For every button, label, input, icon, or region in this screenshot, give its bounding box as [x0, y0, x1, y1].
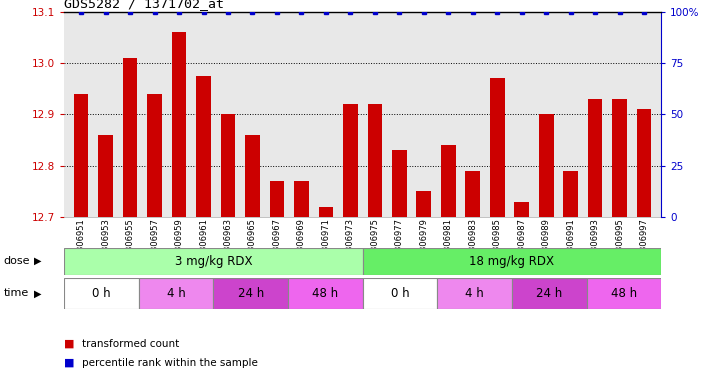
- Text: 24 h: 24 h: [237, 287, 264, 300]
- Bar: [245, 135, 260, 217]
- Bar: [363, 278, 437, 309]
- Bar: [539, 114, 554, 217]
- Bar: [171, 32, 186, 217]
- Text: 3 mg/kg RDX: 3 mg/kg RDX: [174, 255, 252, 268]
- Bar: [220, 114, 235, 217]
- Text: percentile rank within the sample: percentile rank within the sample: [82, 358, 257, 368]
- Bar: [64, 248, 363, 275]
- Bar: [98, 135, 113, 217]
- Text: dose: dose: [4, 256, 30, 266]
- Bar: [514, 202, 529, 217]
- Bar: [64, 278, 139, 309]
- Bar: [139, 278, 213, 309]
- Bar: [466, 171, 480, 217]
- Text: 0 h: 0 h: [390, 287, 410, 300]
- Bar: [441, 145, 456, 217]
- Bar: [437, 278, 512, 309]
- Text: ▶: ▶: [34, 256, 42, 266]
- Text: 4 h: 4 h: [166, 287, 186, 300]
- Bar: [490, 78, 505, 217]
- Bar: [588, 99, 602, 217]
- Bar: [123, 58, 137, 217]
- Text: 18 mg/kg RDX: 18 mg/kg RDX: [469, 255, 555, 268]
- Bar: [147, 94, 162, 217]
- Text: transformed count: transformed count: [82, 339, 179, 349]
- Bar: [294, 181, 309, 217]
- Text: ■: ■: [64, 339, 75, 349]
- Text: 0 h: 0 h: [92, 287, 111, 300]
- Text: ▶: ▶: [34, 288, 42, 298]
- Bar: [269, 181, 284, 217]
- Text: 24 h: 24 h: [536, 287, 562, 300]
- Text: 48 h: 48 h: [611, 287, 637, 300]
- Bar: [637, 109, 651, 217]
- Text: time: time: [4, 288, 29, 298]
- Bar: [213, 278, 288, 309]
- Bar: [392, 150, 407, 217]
- Bar: [587, 278, 661, 309]
- Text: 48 h: 48 h: [312, 287, 338, 300]
- Bar: [512, 278, 587, 309]
- Text: 4 h: 4 h: [465, 287, 484, 300]
- Bar: [288, 278, 363, 309]
- Bar: [343, 104, 358, 217]
- Bar: [563, 171, 578, 217]
- Bar: [196, 76, 211, 217]
- Bar: [363, 248, 661, 275]
- Bar: [612, 99, 627, 217]
- Text: ■: ■: [64, 358, 75, 368]
- Bar: [417, 191, 431, 217]
- Bar: [319, 207, 333, 217]
- Bar: [74, 94, 88, 217]
- Text: GDS5282 / 1371702_at: GDS5282 / 1371702_at: [64, 0, 224, 10]
- Bar: [368, 104, 383, 217]
